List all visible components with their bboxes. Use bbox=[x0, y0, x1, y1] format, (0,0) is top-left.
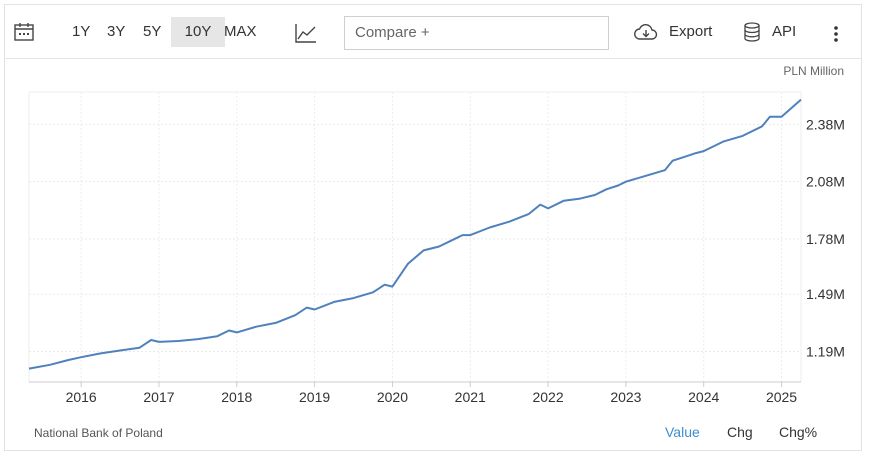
view-chg-button[interactable]: Chg bbox=[727, 424, 753, 440]
x-tick-label: 2022 bbox=[532, 389, 563, 405]
range-10y-button[interactable]: 10Y bbox=[171, 17, 225, 47]
x-tick-label: 2018 bbox=[221, 389, 252, 405]
view-chg-percent-button[interactable]: Chg% bbox=[779, 424, 818, 440]
y-tick-label: 2.08M bbox=[806, 174, 845, 190]
export-label: Export bbox=[669, 23, 713, 40]
x-tick-label: 2025 bbox=[766, 389, 797, 405]
x-tick-label: 2024 bbox=[688, 389, 719, 405]
range-3y-button[interactable]: 3Y bbox=[107, 23, 126, 40]
x-tick-label: 2020 bbox=[377, 389, 408, 405]
y-tick-label: 2.38M bbox=[806, 116, 845, 132]
api-button[interactable]: API bbox=[744, 17, 804, 47]
range-max-button[interactable]: MAX bbox=[224, 23, 257, 40]
y-tick-label: 1.78M bbox=[806, 231, 845, 247]
export-button[interactable]: Export bbox=[634, 17, 714, 47]
unit-label: PLN Million bbox=[783, 64, 844, 78]
range-5y-button[interactable]: 5Y bbox=[143, 23, 162, 40]
source-label: National Bank of Poland bbox=[34, 426, 163, 440]
api-label: API bbox=[772, 23, 797, 40]
y-tick-label: 1.19M bbox=[806, 343, 845, 359]
y-tick-label: 1.49M bbox=[806, 286, 845, 302]
calendar-icon[interactable] bbox=[14, 23, 34, 41]
x-tick-label: 2016 bbox=[66, 389, 97, 405]
x-tick-label: 2019 bbox=[299, 389, 330, 405]
more-options-icon[interactable] bbox=[833, 25, 839, 43]
chart-toolbar: 1Y 3Y 5Y 10Y MAX Compare + Export API bbox=[4, 4, 862, 59]
series-line bbox=[28, 98, 802, 370]
x-tick-label: 2023 bbox=[610, 389, 641, 405]
chart-widget bbox=[4, 4, 862, 451]
database-icon bbox=[744, 22, 760, 42]
x-tick-label: 2017 bbox=[143, 389, 174, 405]
chart-type-icon[interactable] bbox=[295, 23, 317, 43]
range-1y-button[interactable]: 1Y bbox=[72, 23, 91, 40]
cloud-download-icon bbox=[634, 24, 658, 40]
x-tick-label: 2021 bbox=[455, 389, 486, 405]
compare-input[interactable]: Compare + bbox=[344, 16, 609, 50]
plot-area bbox=[28, 91, 802, 383]
view-value-button[interactable]: Value bbox=[665, 424, 700, 440]
